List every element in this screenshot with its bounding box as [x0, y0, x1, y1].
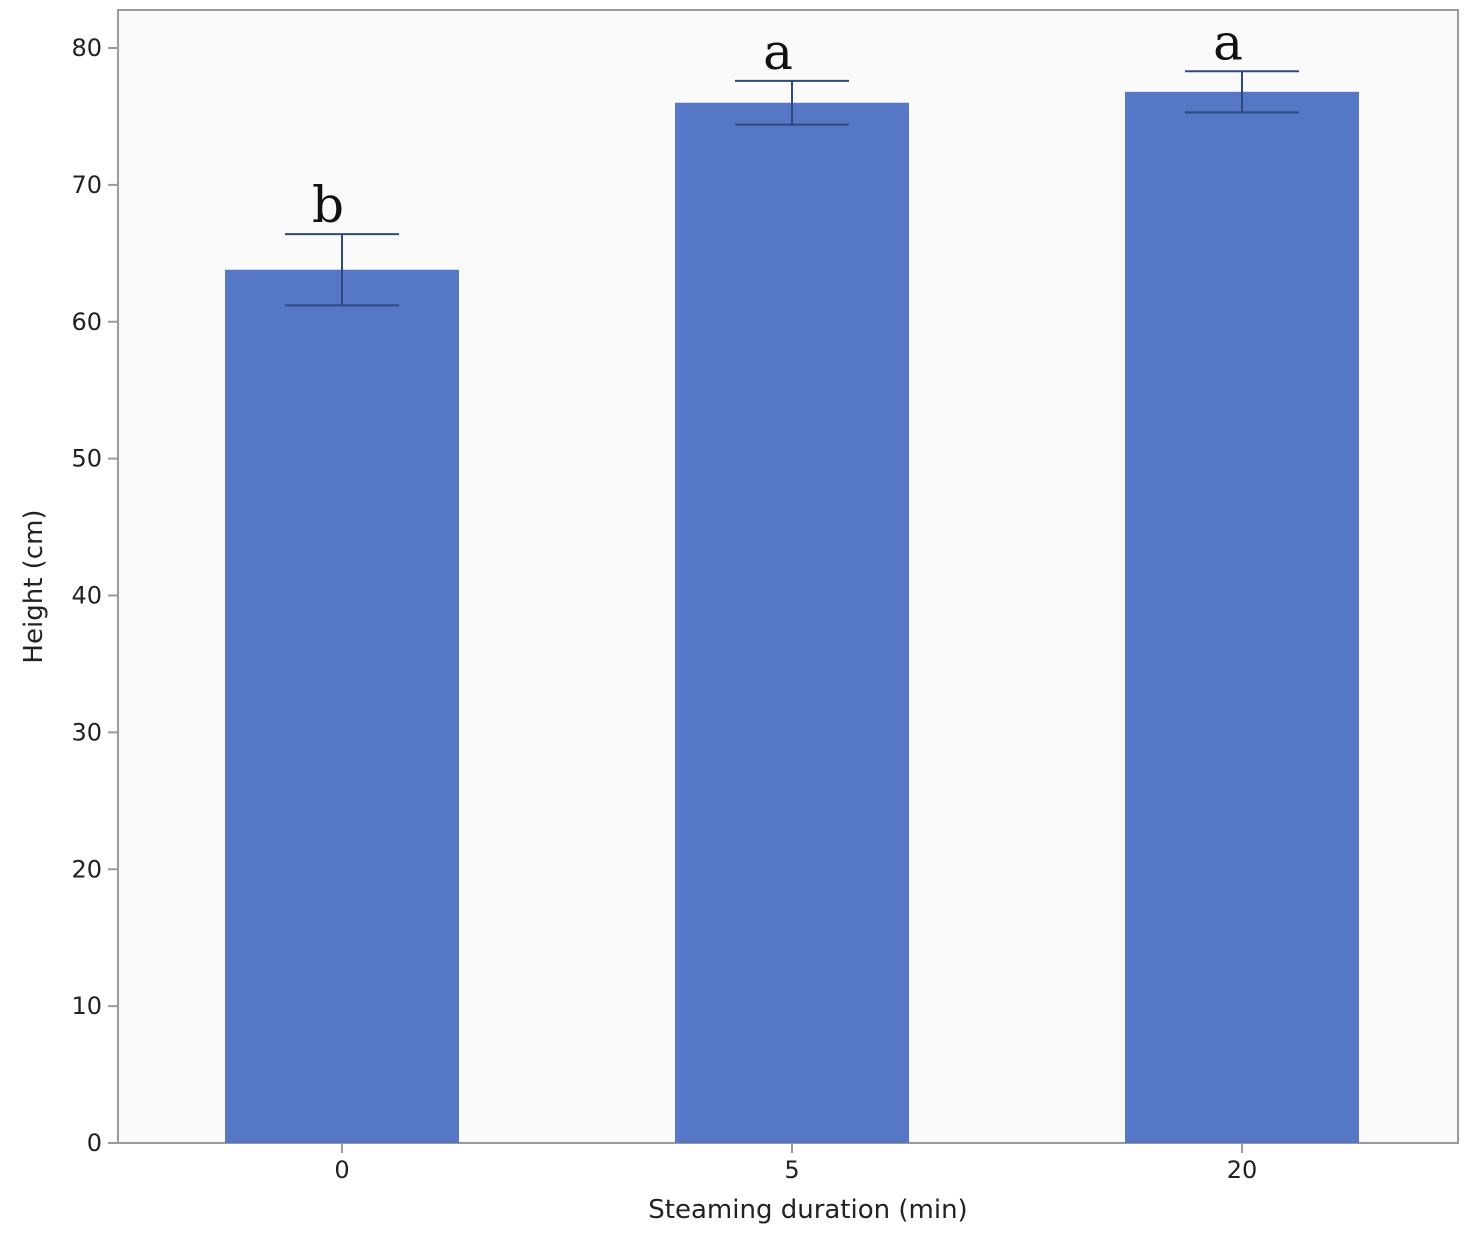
x-axis: 0 5 20	[334, 1143, 1257, 1184]
y-tick-label: 0	[87, 1129, 102, 1157]
significance-label: a	[763, 23, 793, 81]
bar	[225, 269, 459, 1143]
y-tick-label: 20	[71, 855, 102, 883]
x-tick-label: 20	[1227, 1156, 1258, 1184]
y-tick-label: 10	[71, 992, 102, 1020]
bars	[225, 91, 1359, 1143]
y-axis: 0 10 20 30 40 50 60 70 80	[71, 34, 118, 1157]
y-tick-label: 70	[71, 171, 102, 199]
significance-label: a	[1213, 13, 1243, 71]
y-tick-label: 40	[71, 582, 102, 610]
significance-labels: b a a	[312, 13, 1243, 234]
y-tick-label: 60	[71, 308, 102, 336]
y-tick-label: 30	[71, 718, 102, 746]
error-bars	[285, 70, 1299, 307]
significance-label: b	[312, 176, 344, 234]
x-tick-label: 5	[784, 1156, 799, 1184]
x-axis-label: Steaming duration (min)	[648, 1195, 967, 1225]
y-tick-label: 80	[71, 34, 102, 62]
y-tick-label: 50	[71, 445, 102, 473]
x-tick-label: 0	[334, 1156, 349, 1184]
bar	[1125, 91, 1359, 1143]
y-axis-label: Height (cm)	[19, 509, 49, 663]
bar	[675, 102, 909, 1143]
